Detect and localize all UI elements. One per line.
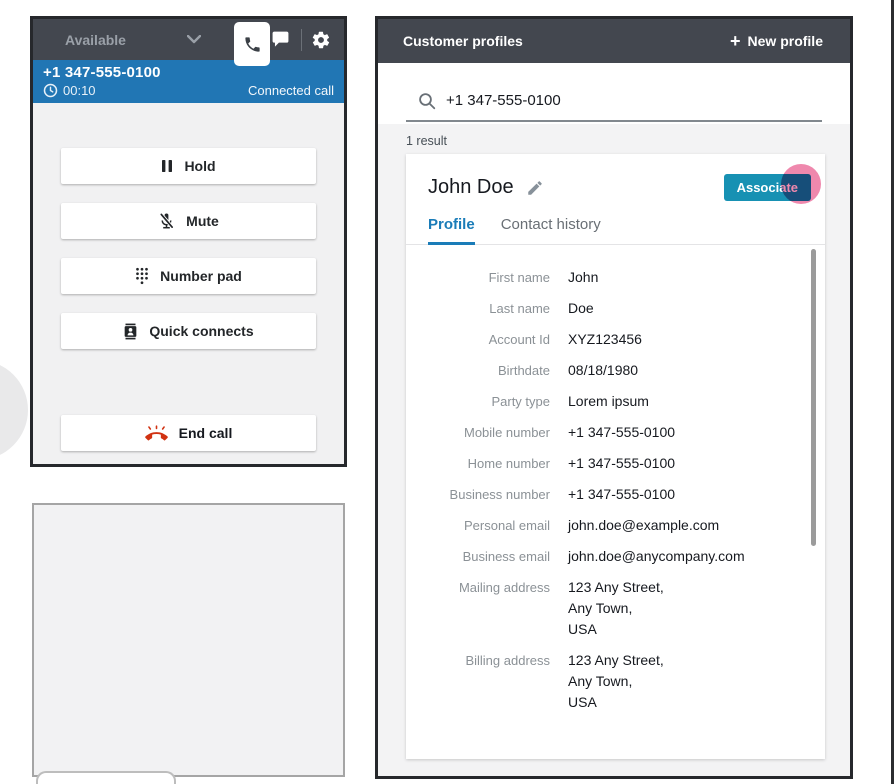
profile-fields: First name John Last name Doe Account Id… [406, 245, 825, 713]
agent-status-label: Available [65, 31, 126, 48]
dialpad-icon [135, 267, 149, 285]
call-timer-value: 00:10 [63, 83, 96, 98]
hold-button[interactable]: Hold [61, 148, 316, 184]
profile-name: John Doe [428, 176, 514, 198]
field-row-personal-email: Personal email john.doe@example.com [464, 517, 720, 533]
field-row-business-email: Business email john.doe@anycompany.com [462, 548, 745, 564]
field-row-party-type: Party type Lorem ipsum [491, 393, 649, 409]
field-row-first-name: First name John [488, 269, 599, 285]
caller-number: +1 347-555-0100 [43, 64, 161, 81]
chat-tab[interactable] [267, 27, 293, 53]
edit-name-button[interactable] [526, 179, 544, 197]
field-row-account-id: Account Id XYZ123456 [488, 331, 642, 347]
search-box [406, 81, 822, 122]
call-state-label: Connected call [248, 83, 334, 98]
field-row-billing-address: Billing address 123 Any Street, Any Town… [465, 652, 664, 710]
field-row-business-number: Business number +1 347-555-0100 [449, 486, 676, 502]
card-scrollbar[interactable] [811, 249, 816, 546]
new-profile-label: New profile [747, 33, 823, 49]
profile-tabs: Profile Contact history [406, 216, 825, 245]
mic-muted-icon [158, 212, 175, 230]
phone-tab[interactable] [234, 22, 270, 66]
plus-icon: + [730, 31, 741, 51]
chat-icon [271, 30, 290, 49]
ccp-header: Available [33, 19, 344, 66]
softphone-panel: Available + [30, 16, 347, 467]
profile-card-header: John Doe Associate [406, 154, 825, 201]
profiles-title: Customer profiles [403, 33, 523, 49]
chevron-down-icon [187, 35, 201, 44]
number-pad-label: Number pad [160, 268, 242, 284]
profiles-header: Customer profiles + New profile [378, 19, 850, 63]
search-section [378, 63, 850, 124]
mute-label: Mute [186, 213, 219, 229]
new-profile-button[interactable]: + New profile [730, 31, 823, 51]
gear-icon [311, 30, 331, 50]
profile-search-input[interactable] [446, 92, 810, 109]
softphone-body: Hold Mute [33, 103, 344, 464]
phone-icon [243, 35, 262, 54]
field-row-mailing-address: Mailing address 123 Any Street, Any Town… [458, 579, 664, 637]
field-row-mobile-number: Mobile number +1 347-555-0100 [464, 424, 676, 440]
call-timer: 00:10 [43, 83, 96, 98]
field-row-home-number: Home number +1 347-555-0100 [467, 455, 676, 471]
customer-profiles-panel: Customer profiles + New profile 1 result… [375, 16, 853, 779]
click-indicator [781, 164, 821, 204]
field-row-last-name: Last name Doe [489, 300, 594, 316]
bottom-tab-fragment [36, 771, 176, 784]
right-edge-border [891, 0, 894, 784]
profile-card: John Doe Associate Profile Contact histo… [406, 154, 825, 759]
mute-button[interactable]: Mute [61, 203, 316, 239]
end-call-label: End call [178, 425, 233, 441]
quick-connects-icon [123, 323, 138, 340]
header-divider [301, 28, 302, 51]
hold-label: Hold [184, 158, 216, 174]
search-icon [418, 92, 436, 110]
end-call-button[interactable]: End call [61, 415, 316, 451]
settings-button[interactable] [308, 27, 334, 53]
clock-icon [43, 83, 58, 98]
quick-connects-label: Quick connects [149, 323, 254, 339]
field-row-birthdate: Birthdate 08/18/1980 [497, 362, 639, 378]
agent-status-select[interactable]: Available [33, 32, 267, 48]
empty-panel [32, 503, 345, 777]
results-count: 1 result [406, 134, 447, 148]
number-pad-button[interactable]: Number pad [61, 258, 316, 294]
end-call-icon [144, 424, 168, 442]
tab-contact-history[interactable]: Contact history [500, 216, 601, 233]
pencil-icon [526, 179, 544, 197]
pause-icon [161, 159, 173, 173]
quick-connects-button[interactable]: Quick connects [61, 313, 316, 349]
decorative-circle [0, 360, 28, 460]
call-info-bar: +1 347-555-0100 00:10 Connected call [33, 60, 344, 103]
tab-profile[interactable]: Profile [428, 216, 475, 245]
